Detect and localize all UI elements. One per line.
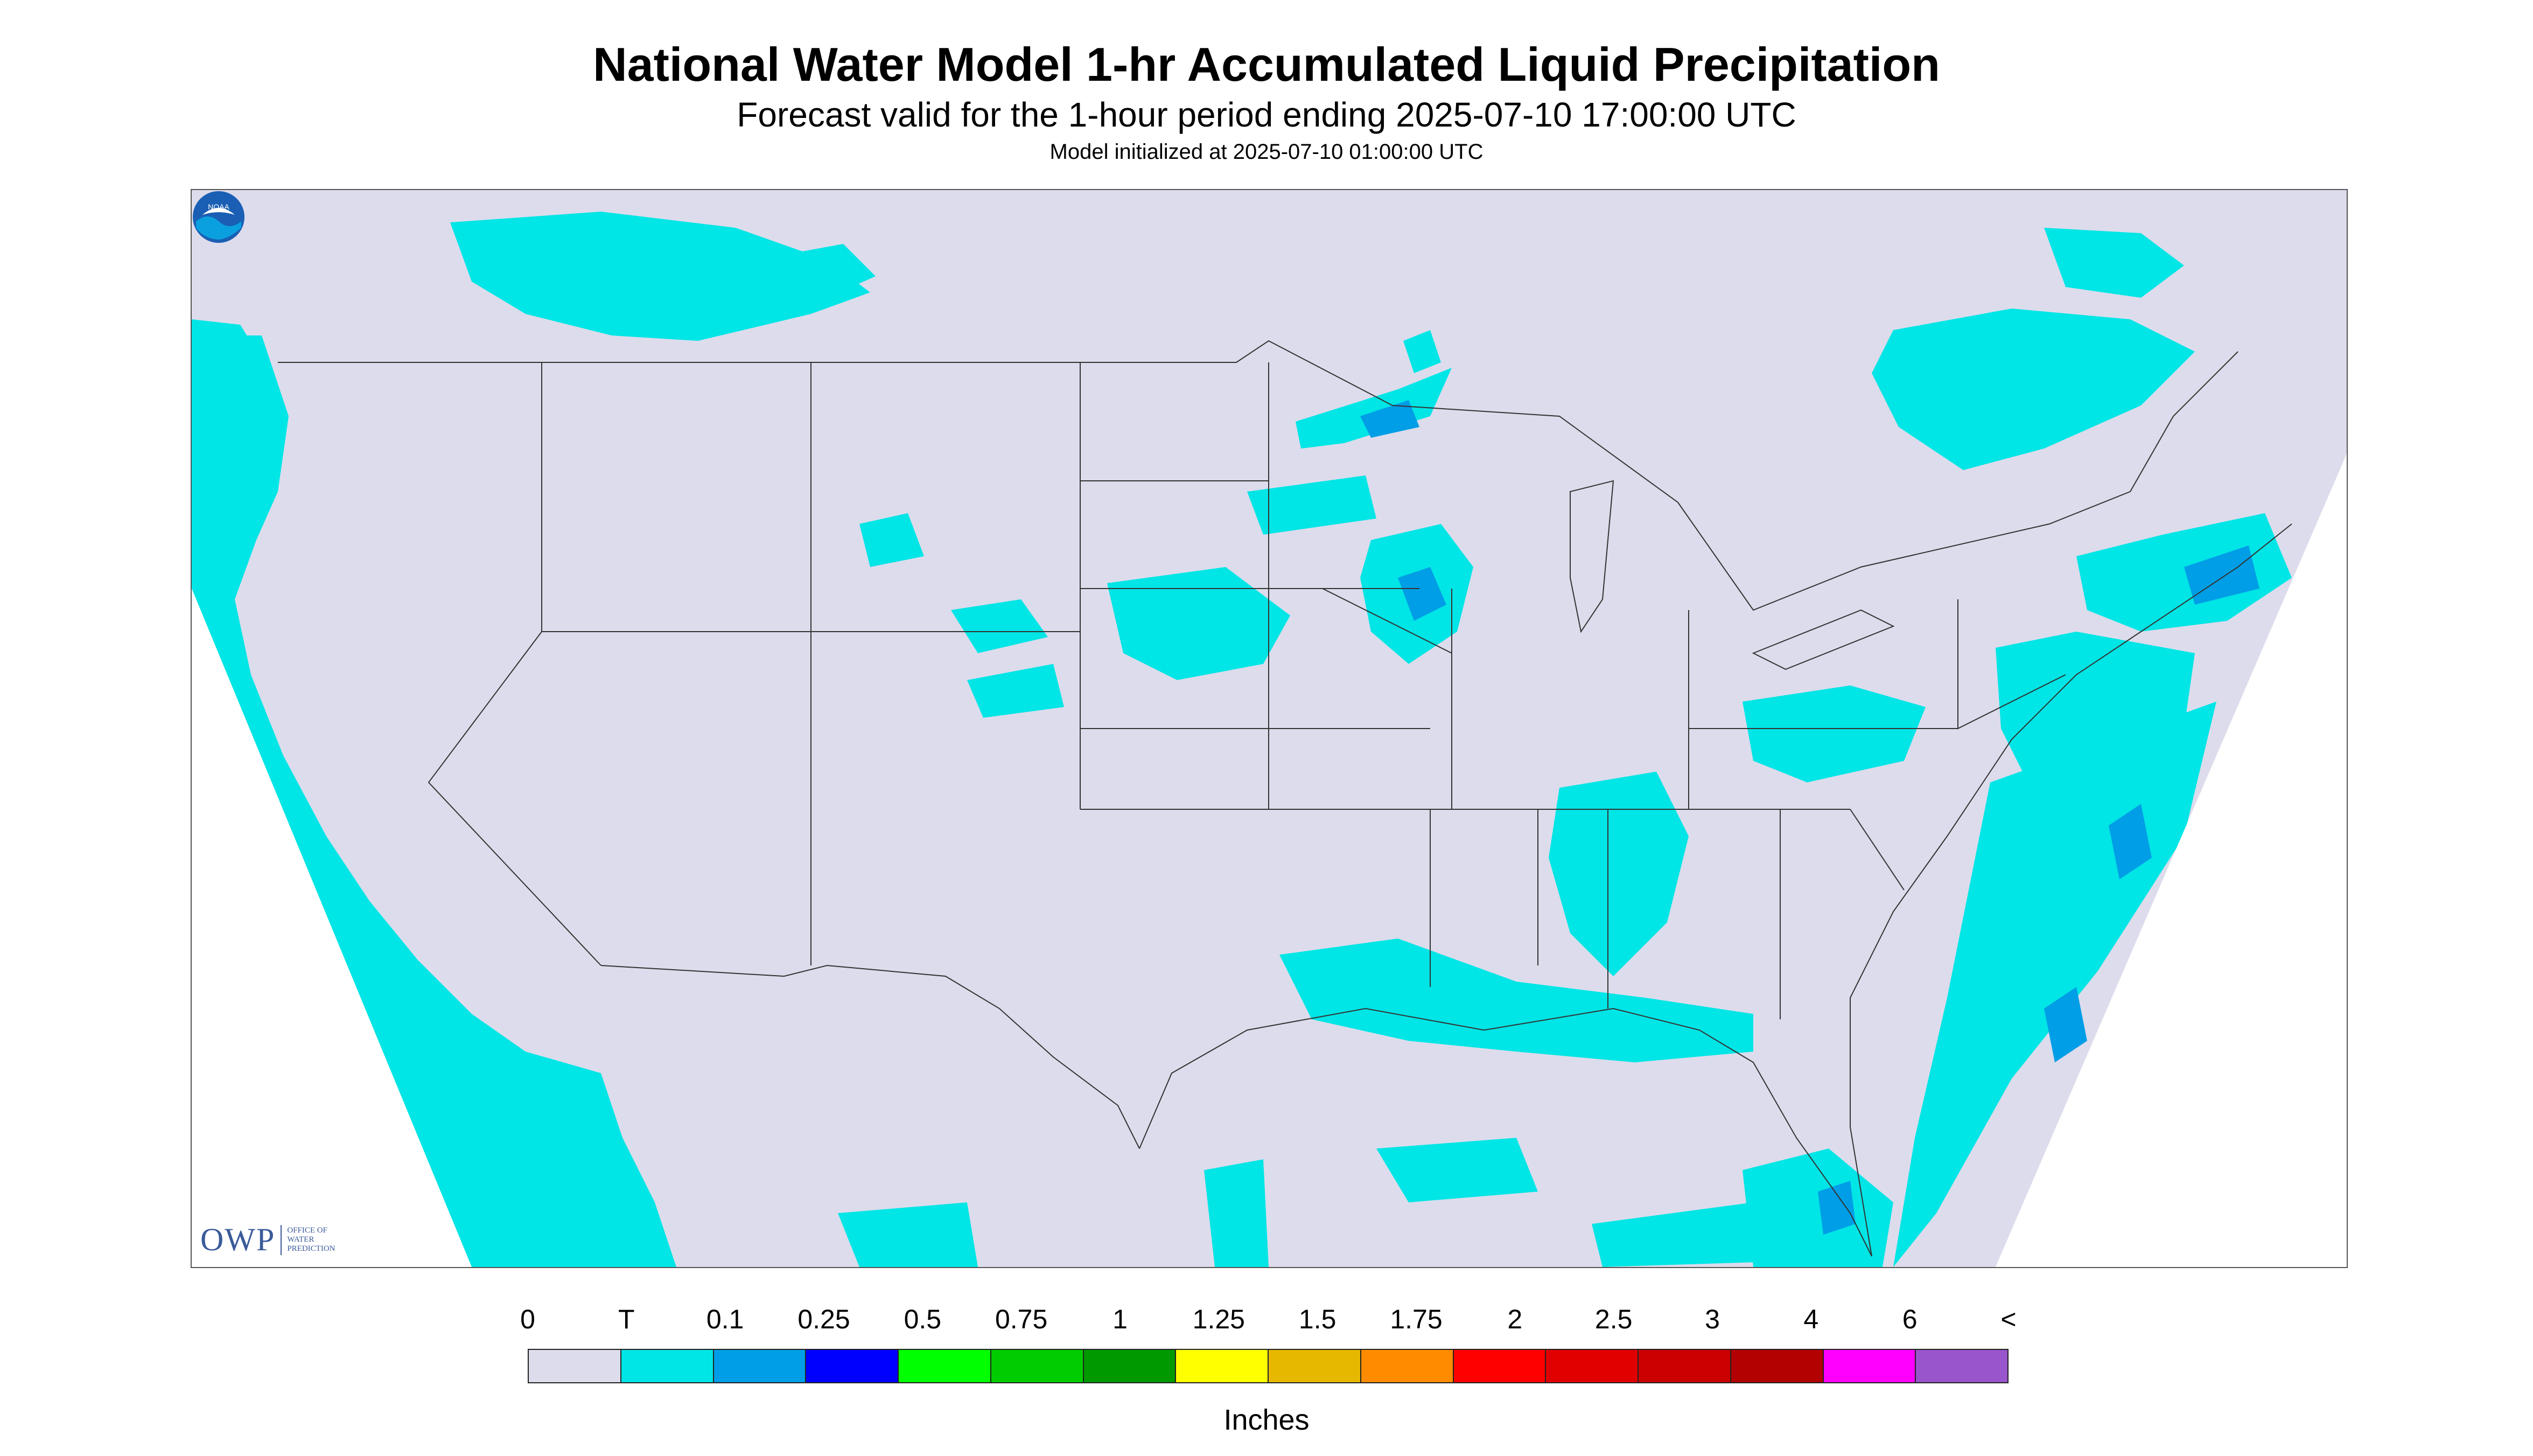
owp-logo: OWP OFFICE OF WATER PREDICTION [200, 1221, 335, 1258]
precip-mn-heavy [1360, 400, 1419, 438]
legend-tick-label: 1.75 [1390, 1304, 1443, 1334]
legend-swatch [1453, 1350, 1547, 1382]
precip-plains-3 [967, 664, 1064, 718]
legend-tick-label: 4 [1803, 1304, 1819, 1334]
legend-swatch [621, 1350, 714, 1382]
noaa-logo: NOAA [193, 191, 244, 243]
precip-pacific-north [192, 319, 267, 368]
owp-logo-line: PREDICTION [287, 1244, 335, 1253]
map-canvas [192, 190, 2347, 1267]
legend-swatch [1823, 1350, 1916, 1382]
precip-gulf-offshore [1376, 1138, 1538, 1202]
legend-swatch [1176, 1350, 1269, 1382]
precip-pacific-coast [192, 335, 676, 1267]
owp-logo-line: OFFICE OF [287, 1226, 327, 1235]
state-boundaries [278, 340, 2292, 1257]
owp-logo-mark: OWP [200, 1222, 276, 1257]
legend-labels: 0 T 0.1 0.25 0.5 0.75 1 1.25 1.5 1.75 2 2.5 3 4 6 < [0, 1303, 2533, 1335]
gulf-coastline [1139, 1007, 1872, 1257]
precipitation-map: OWP OFFICE OF WATER PREDICTION NOAA [191, 189, 2348, 1268]
legend-tick-label: 0 [520, 1304, 535, 1334]
legend-tick-label: 6 [1902, 1304, 1918, 1334]
legend-tick-label: 0.1 [706, 1304, 744, 1334]
precip-plains-1 [1107, 567, 1290, 680]
legend-swatch [1546, 1350, 1639, 1382]
precip-mexico-1 [838, 1202, 978, 1267]
legend-swatch [1361, 1350, 1454, 1382]
noaa-logo-text: NOAA [208, 202, 229, 211]
precip-quebec [1872, 309, 2195, 470]
legend-swatch [991, 1350, 1084, 1382]
precip-southeast [1549, 772, 1689, 976]
precip-atl-heavy-1 [2109, 804, 2152, 879]
precip-ohio-valley [1743, 685, 1926, 782]
great-lakes-erie [1752, 609, 1895, 670]
legend-tick-label: < [2000, 1304, 2017, 1334]
legend-swatch [529, 1350, 621, 1382]
legend-tick-label: 0.75 [995, 1304, 1048, 1334]
legend-swatch [1269, 1350, 1361, 1382]
precip-plains-2 [951, 599, 1048, 653]
precip-plains-5 [1247, 475, 1376, 535]
legend-tick-label: 0.25 [797, 1304, 850, 1334]
precip-mexico-2 [1204, 1159, 1269, 1267]
precip-lake-superior [1403, 330, 1441, 373]
domain-mask-right [1996, 454, 2347, 1267]
owp-logo-divider [281, 1224, 282, 1255]
legend-swatch [1639, 1350, 1731, 1382]
precip-atl-heavy-2 [2044, 987, 2087, 1062]
precip-plains-4 [859, 513, 924, 567]
precip-northern-plains [450, 212, 870, 341]
legend-swatch [1731, 1350, 1824, 1382]
legend-tick-label: 2 [1507, 1304, 1523, 1334]
legend-tick-label: 3 [1705, 1304, 1720, 1334]
precip-florida [1743, 1149, 1893, 1267]
state-lines-east [1538, 599, 2066, 1019]
heavier-precipitation [1360, 400, 2259, 1235]
us-canada-border [278, 340, 2238, 611]
legend-tick-label: 1 [1112, 1304, 1128, 1334]
precip-montana [784, 244, 876, 298]
legend-colorbar [528, 1349, 2009, 1383]
legend-tick-label: 2.5 [1594, 1304, 1633, 1334]
map-subtitle: Forecast valid for the 1-hour period end… [737, 95, 1796, 134]
precip-wi-heavy [1398, 567, 1446, 621]
state-lines-west [428, 362, 1269, 966]
model-init-time: Model initialized at 2025-07-10 01:00:00… [1049, 140, 1484, 164]
legend-tick-label: 1.5 [1298, 1304, 1337, 1334]
map-title: National Water Model 1-hr Accumulated Li… [593, 38, 1940, 91]
precip-new-england [2076, 513, 2292, 632]
precip-gulf-south [1592, 1202, 1775, 1267]
owp-logo-line: WATER [287, 1235, 314, 1244]
owp-logo-text: OFFICE OF WATER PREDICTION [287, 1226, 335, 1254]
domain-mask-left [192, 589, 472, 1267]
legend-swatch [806, 1350, 899, 1382]
atlantic-coastline [1850, 523, 2292, 1257]
legend-tick-label: 1.25 [1192, 1304, 1245, 1334]
legend-tick-label: T [618, 1304, 635, 1334]
legend-units: Inches [1223, 1404, 1310, 1436]
precip-gulf-coast [1279, 939, 1753, 1062]
us-mexico-border [600, 964, 1140, 1149]
legend-swatch [899, 1350, 991, 1382]
legend-tick-label: 0.5 [904, 1304, 942, 1334]
legend-swatch [713, 1350, 807, 1382]
great-lakes-michigan [1570, 480, 1614, 633]
legend-swatch [1083, 1350, 1177, 1382]
legend-swatch [1916, 1350, 2007, 1382]
precip-quebec-east [2044, 228, 2184, 298]
precip-fl-heavy [1818, 1181, 1856, 1235]
precip-minnesota [1296, 368, 1452, 449]
